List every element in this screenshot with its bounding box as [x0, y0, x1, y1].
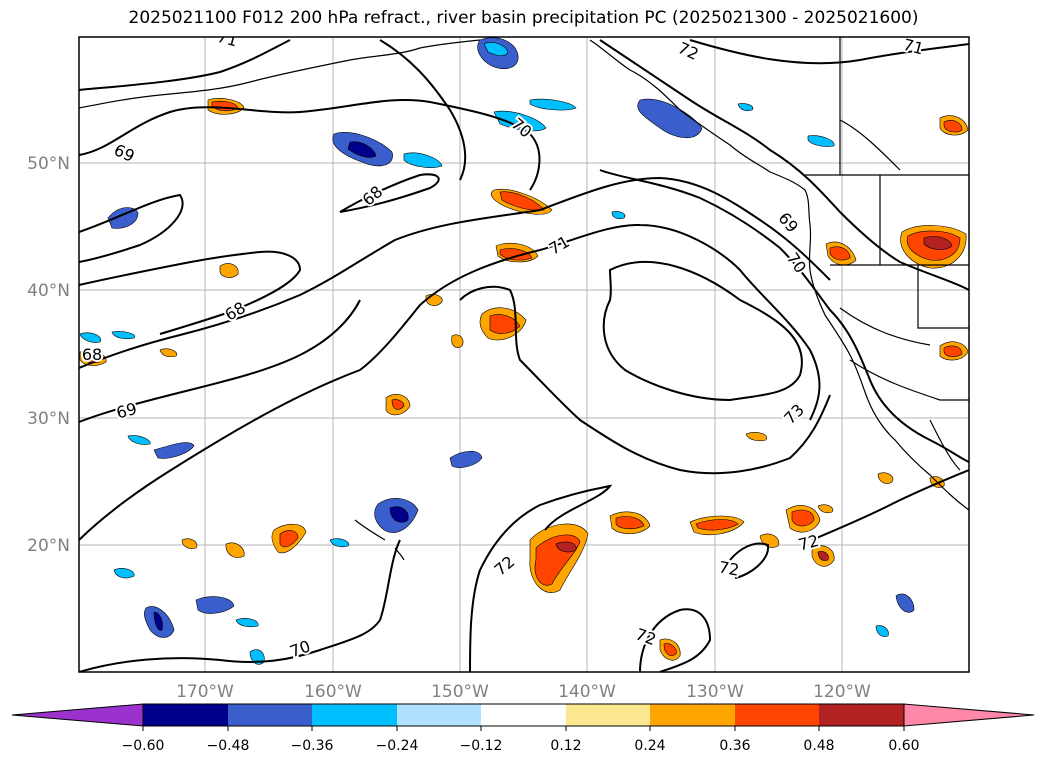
colorbar-extend-high: [903, 703, 1035, 727]
map-title: 2025021100 F012 200 hPa refract., river …: [128, 8, 919, 28]
colorbar-label-10: 0.60: [888, 738, 919, 754]
colorbar-extend-low: [11, 703, 144, 727]
colorbar-segment-6: [566, 704, 650, 726]
colorbar-segment-8: [735, 704, 819, 726]
lon-label-140w: 140°W: [558, 682, 616, 702]
lon-label-130w: 130°W: [686, 682, 744, 702]
colorbar-segment-2: [228, 704, 312, 726]
contour-label-73: 73: [780, 400, 808, 428]
contour-label-69-b: 69: [114, 399, 139, 423]
colorbar-label-3: −0.36: [291, 738, 334, 754]
colorbar-tick-labels: −0.60 −0.48 −0.36 −0.24 −0.12 0.12 0.24 …: [122, 738, 920, 754]
longitude-labels: 170°W 160°W 150°W 140°W 130°W 120°W: [176, 682, 871, 702]
colorbar-label-6: 0.12: [550, 738, 581, 754]
contour-label-71-a: 71: [215, 27, 240, 51]
contour-label-69-a: 69: [111, 140, 137, 166]
lon-label-170w: 170°W: [176, 682, 234, 702]
colorbar-segment-4: [397, 704, 481, 726]
coastlines: [79, 37, 969, 561]
contour-label-72-b: 72: [491, 552, 519, 580]
lat-label-50n: 50°N: [27, 154, 70, 174]
colorbar-segment-3: [312, 704, 397, 726]
lat-label-30n: 30°N: [27, 409, 70, 429]
contour-label-68-c: 68: [82, 345, 102, 364]
negative-anomaly-patches: [79, 37, 915, 665]
contour-label-71-b: 71: [901, 35, 926, 59]
lon-label-120w: 120°W: [813, 682, 871, 702]
colorbar-segment-9: [819, 704, 904, 726]
colorbar-label-4: −0.24: [376, 738, 419, 754]
lat-label-20n: 20°N: [27, 536, 70, 556]
colorbar-segment-5: [481, 704, 566, 726]
lon-label-150w: 150°W: [431, 682, 489, 702]
colorbar-frame: [142, 703, 905, 727]
positive-anomaly-patches: [79, 98, 969, 661]
colorbar-label-5: −0.12: [460, 738, 503, 754]
contour-label-71-c: 71: [546, 232, 573, 259]
colorbar-label-7: 0.24: [634, 738, 665, 754]
contour-label-68-b: 68: [222, 298, 249, 325]
colorbar: −0.60 −0.48 −0.36 −0.24 −0.12 0.12 0.24 …: [11, 703, 1035, 754]
lat-label-40n: 40°N: [27, 281, 70, 301]
colorbar-ticks: [142, 726, 905, 731]
colorbar-segment-7: [650, 704, 735, 726]
refractivity-contours: [79, 39, 969, 672]
colorbar-label-9: 0.48: [803, 738, 834, 754]
lon-label-160w: 160°W: [304, 682, 362, 702]
colorbar-label-8: 0.36: [719, 738, 750, 754]
contour-label-68-a: 68: [359, 182, 387, 210]
colorbar-label-2: −0.48: [207, 738, 250, 754]
contour-label-70-b: 70: [783, 249, 810, 277]
colorbar-label-1: −0.60: [122, 738, 165, 754]
latitude-labels: 50°N 40°N 30°N 20°N: [27, 154, 70, 556]
contour-label-72-c: 72: [717, 557, 740, 579]
map-frame: [78, 36, 970, 673]
colorbar-segment-1: [143, 704, 228, 726]
